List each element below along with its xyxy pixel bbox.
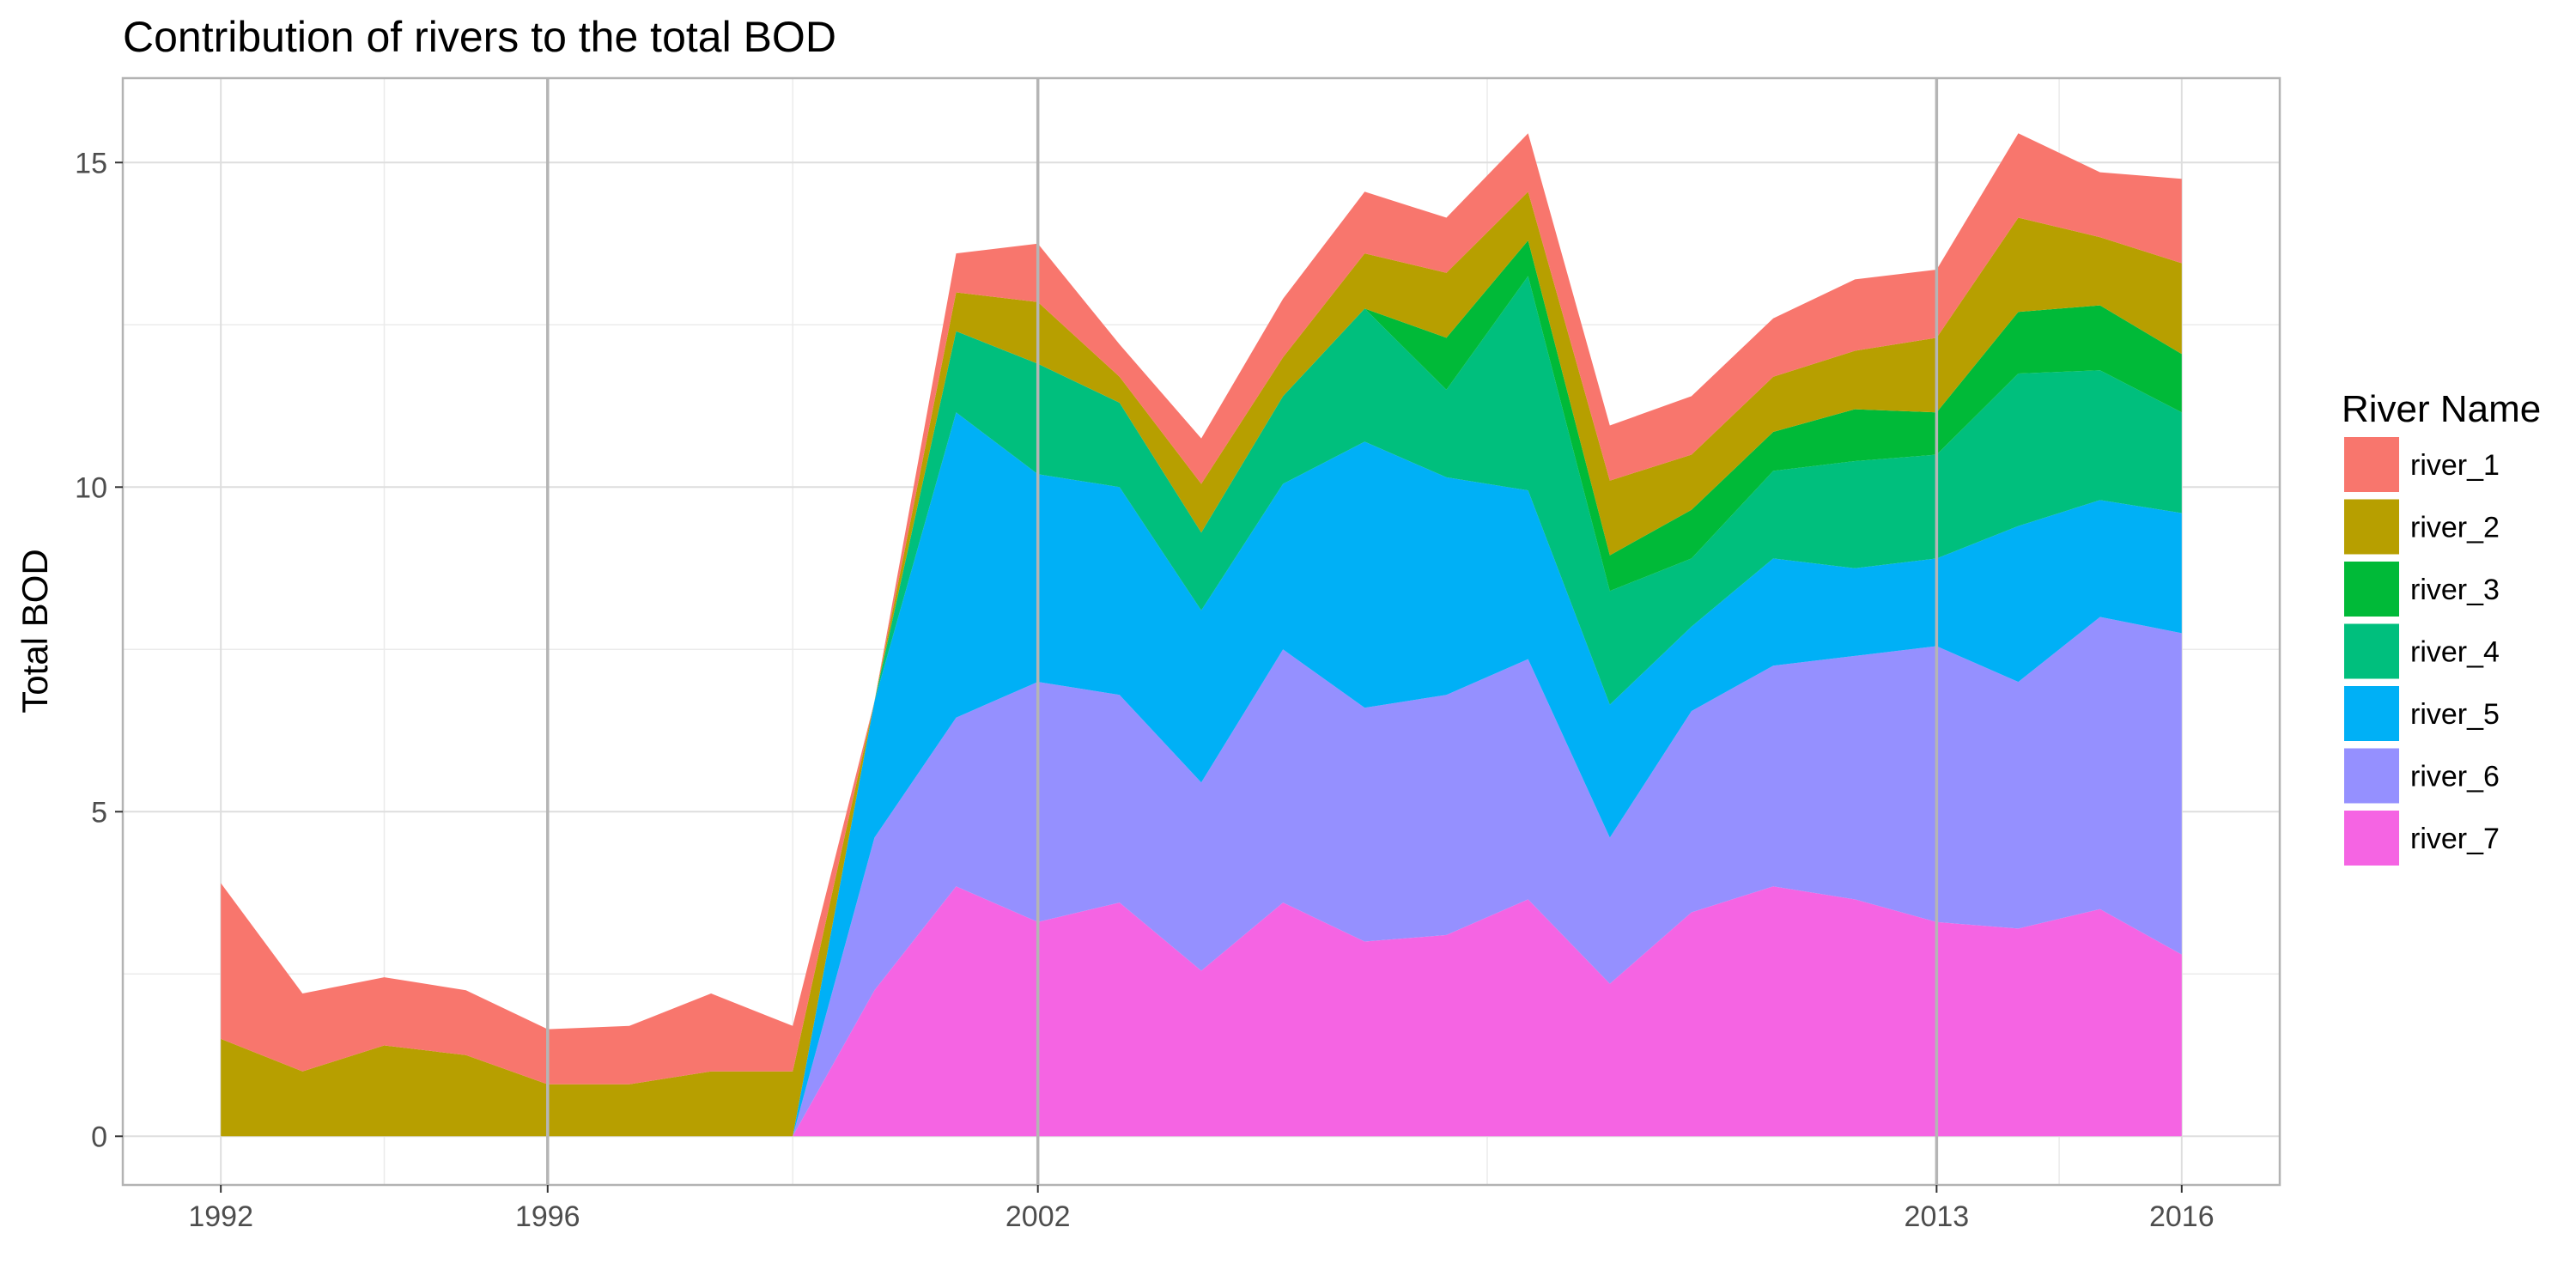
legend-label-river_1: river_1 [2410,449,2500,482]
y-tick-label: 15 [75,147,107,179]
y-axis-title: Total BOD [15,549,55,713]
chart-title: Contribution of rivers to the total BOD [123,13,836,61]
area-river_6 [221,617,2182,1137]
x-tick-label: 1996 [515,1200,580,1233]
y-axis: 0 5 10 15 [75,147,123,1153]
legend-label-river_3: river_3 [2410,574,2500,606]
x-tick-label: 1992 [188,1200,253,1233]
area-river_1 [221,133,2182,1084]
x-tick-label: 2016 [2149,1200,2215,1233]
legend-label-river_4: river_4 [2410,636,2500,669]
legend-swatch-river_5 [2342,684,2401,743]
area-river_2 [221,191,2182,1137]
y-tick-label: 0 [91,1121,107,1153]
legend-swatch-river_3 [2342,560,2401,618]
legend-label-river_2: river_2 [2410,512,2500,544]
legend-label-river_6: river_6 [2410,761,2500,793]
stacked-areas [221,133,2182,1137]
x-tick-label: 2002 [1005,1200,1071,1233]
y-tick-label: 5 [91,796,107,829]
legend-swatch-river_6 [2342,746,2401,805]
legend-swatch-river_7 [2342,809,2401,867]
plot-border [121,76,2281,1187]
x-tick-label: 2013 [1905,1200,1970,1233]
area-river_5 [221,412,2182,1137]
y-tick-label: 10 [75,471,107,504]
legend: River Name river_1 river_2 river_3 river_4r… [2342,388,2541,867]
x-axis: 1992 1996 2002 2013 2016 [188,1185,2215,1233]
legend-title: River Name [2342,388,2541,430]
legend-label-river_7: river_7 [2410,823,2500,855]
reference-vlines [546,78,1939,1185]
legend-label-river_5: river_5 [2410,698,2500,731]
legend-swatch-river_1 [2342,435,2401,494]
legend-swatch-river_2 [2342,497,2401,556]
area-river_7 [221,886,2182,1137]
legend-swatch-river_4 [2342,622,2401,681]
